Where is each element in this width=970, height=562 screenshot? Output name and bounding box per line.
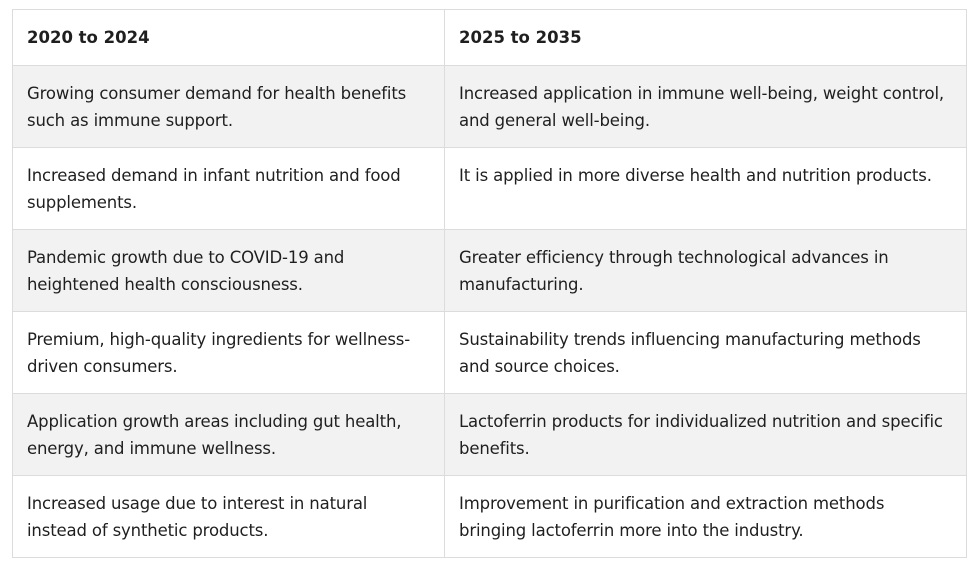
table-cell: Increased demand in infant nutrition and… (12, 147, 445, 230)
table-cell: Lactoferrin products for individualized … (444, 393, 967, 476)
table-row: Growing consumer demand for health benef… (12, 65, 967, 148)
table-header-row: 2020 to 2024 2025 to 2035 (12, 9, 967, 66)
table-cell: Greater efficiency through technological… (444, 229, 967, 312)
table-header: 2020 to 2024 2025 to 2035 (12, 9, 967, 66)
table-cell: Improvement in purification and extracti… (444, 475, 967, 558)
table-cell: It is applied in more diverse health and… (444, 147, 967, 230)
table-row: Premium, high-quality ingredients for we… (12, 311, 967, 394)
column-header-2020-2024: 2020 to 2024 (12, 9, 445, 66)
table-cell: Increased application in immune well-bei… (444, 65, 967, 148)
table-row: Application growth areas including gut h… (12, 393, 967, 476)
table-cell: Growing consumer demand for health benef… (12, 65, 445, 148)
table-cell: Sustainability trends influencing manufa… (444, 311, 967, 394)
table-cell: Increased usage due to interest in natur… (12, 475, 445, 558)
table-cell: Pandemic growth due to COVID-19 and heig… (12, 229, 445, 312)
table-row: Increased demand in infant nutrition and… (12, 147, 967, 230)
column-header-2025-2035: 2025 to 2035 (444, 9, 967, 66)
table-row: Pandemic growth due to COVID-19 and heig… (12, 229, 967, 312)
table-cell: Premium, high-quality ingredients for we… (12, 311, 445, 394)
table-body: Growing consumer demand for health benef… (12, 65, 967, 558)
table-cell: Application growth areas including gut h… (12, 393, 445, 476)
comparison-table: 2020 to 2024 2025 to 2035 Growing consum… (12, 9, 967, 558)
table-row: Increased usage due to interest in natur… (12, 475, 967, 558)
